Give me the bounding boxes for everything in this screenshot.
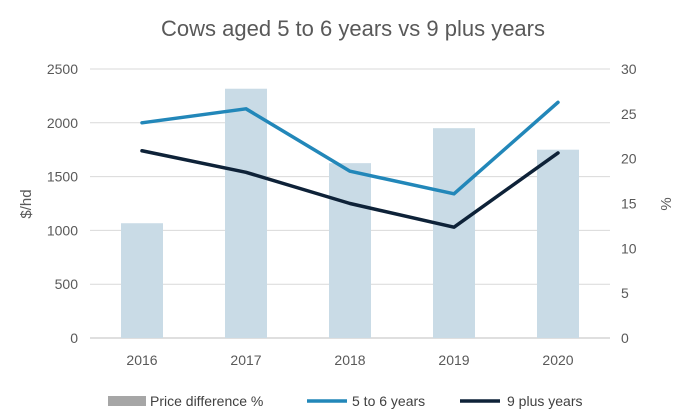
y2-tick-label: 10 <box>621 240 637 256</box>
axis-ticks: 0 500 1000 1500 2000 2500 0 5 10 15 20 25 30 2016 2017… <box>47 61 637 368</box>
y2-tick-label: 30 <box>621 61 637 77</box>
y-tick-label: 2000 <box>47 115 78 131</box>
legend-label: Price difference % <box>150 393 263 409</box>
bar <box>329 163 371 338</box>
y-axis-label: $/hd <box>18 189 35 218</box>
series-line <box>140 100 560 196</box>
bar <box>433 128 475 338</box>
y-tick-label: 1000 <box>47 222 78 238</box>
y-tick-label: 2500 <box>47 61 78 77</box>
y2-tick-label: 5 <box>621 285 629 301</box>
x-tick-label: 2017 <box>230 352 261 368</box>
legend: Price difference % 5 to 6 years 9 plus yea… <box>108 393 582 409</box>
legend-label: 5 to 6 years <box>352 393 425 409</box>
y-tick-label: 500 <box>55 276 79 292</box>
y-tick-label: 1500 <box>47 169 78 185</box>
x-tick-label: 2016 <box>126 352 157 368</box>
legend-label: 9 plus years <box>507 393 582 409</box>
chart-title: Cows aged 5 to 6 years vs 9 plus years <box>161 16 545 41</box>
x-tick-label: 2020 <box>542 352 573 368</box>
y2-axis-label: % <box>658 197 675 210</box>
y2-tick-label: 15 <box>621 196 637 212</box>
line-series <box>140 100 560 229</box>
bar <box>537 149 579 338</box>
y2-tick-label: 20 <box>621 151 637 167</box>
y2-tick-label: 25 <box>621 106 637 122</box>
x-tick-label: 2019 <box>438 352 469 368</box>
series-line <box>140 149 560 229</box>
x-tick-label: 2018 <box>334 352 365 368</box>
y-tick-label: 0 <box>70 330 78 346</box>
legend-swatch <box>108 396 146 406</box>
bar <box>121 223 163 338</box>
y2-tick-label: 0 <box>621 330 629 346</box>
bar-series <box>121 88 579 338</box>
bar <box>225 88 267 338</box>
